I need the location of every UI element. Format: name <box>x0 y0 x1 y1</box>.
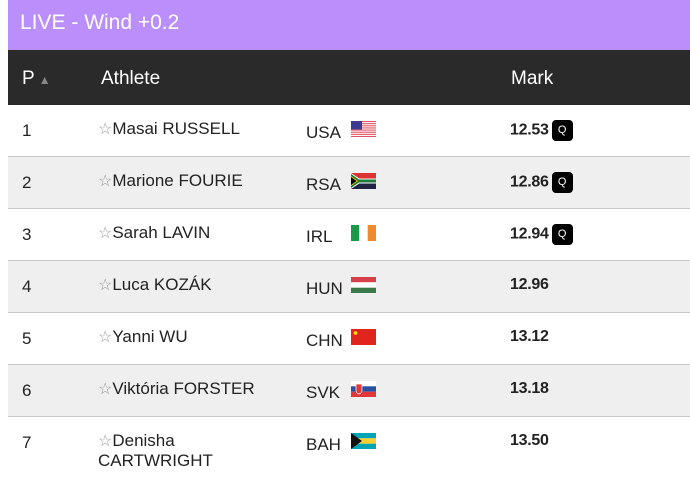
star-favorite-icon[interactable]: ☆ <box>98 381 113 398</box>
mark-value: 12.86 <box>510 173 549 191</box>
mark-value: 13.50 <box>510 432 549 449</box>
athlete-name-link[interactable]: Marione FOURIE <box>112 171 243 190</box>
position: 5 <box>22 329 32 348</box>
live-wind-banner: LIVE - Wind +0.2 <box>8 0 690 50</box>
bah-flag-icon <box>351 433 376 449</box>
athlete-name-link[interactable]: Yanni WU <box>112 327 188 346</box>
athlete-cell: ☆Yanni WU <box>98 327 288 347</box>
mark-cell: 12.86 Q <box>510 172 573 193</box>
table-row[interactable]: 4 ☆Luca KOZÁK HUN 12.96 <box>8 261 690 313</box>
position: 4 <box>22 277 32 296</box>
position: 1 <box>22 121 32 140</box>
mark-cell: 12.94 Q <box>510 224 573 245</box>
position: 7 <box>22 433 32 452</box>
position-header-label: P <box>22 68 35 89</box>
table-row[interactable]: 1 ☆Masai RUSSELL USA 12.53 Q <box>8 105 690 157</box>
country-code: SVK <box>306 383 341 402</box>
mark-cell: 13.12 <box>510 328 549 346</box>
qualified-badge: Q <box>551 172 573 193</box>
mark-value: 12.94 <box>510 225 549 243</box>
country-code: USA <box>306 123 341 142</box>
qualified-badge: Q <box>551 120 573 141</box>
table-row[interactable]: 5 ☆Yanni WU CHN 13.12 <box>8 313 690 365</box>
star-favorite-icon[interactable]: ☆ <box>98 225 113 242</box>
table-row[interactable]: 7 ☆Denisha CARTWRIGHT BAH 13.50 <box>8 417 690 479</box>
usa-flag-icon <box>351 121 376 138</box>
table-header: P ▲ Athlete Mark <box>8 50 690 105</box>
athlete-header: Athlete <box>101 68 161 89</box>
mark-cell: 12.96 <box>510 276 549 294</box>
results-table: LIVE - Wind +0.2 P ▲ Athlete Mark 1 ☆Masa… <box>8 0 690 479</box>
country-code: CHN <box>306 331 343 350</box>
mark-value: 13.18 <box>510 380 549 397</box>
athlete-cell: ☆Luca KOZÁK <box>98 275 288 295</box>
mark-cell: 13.50 <box>510 432 549 450</box>
athlete-cell: ☆Masai RUSSELL <box>98 119 288 139</box>
mark-cell: 12.53 Q <box>510 120 573 141</box>
country-code: RSA <box>306 175 341 194</box>
table-row[interactable]: 6 ☆Viktória FORSTER SVK 13.18 <box>8 365 690 417</box>
chn-flag-icon <box>351 329 376 345</box>
position: 2 <box>22 173 32 192</box>
qualified-badge: Q <box>551 224 573 245</box>
athlete-cell: ☆Denisha CARTWRIGHT <box>98 431 288 470</box>
athlete-name-link[interactable]: Masai RUSSELL <box>112 119 240 138</box>
position: 3 <box>22 225 32 244</box>
mark-header: Mark <box>511 68 554 89</box>
irl-flag-icon <box>351 225 376 241</box>
athlete-name-link[interactable]: Denisha CARTWRIGHT <box>98 431 213 470</box>
star-favorite-icon[interactable]: ☆ <box>98 173 113 190</box>
position: 6 <box>22 381 32 400</box>
country-code: HUN <box>306 279 343 298</box>
country-code: IRL <box>306 227 333 246</box>
table-row[interactable]: 3 ☆Sarah LAVIN IRL 12.94 Q <box>8 209 690 261</box>
star-favorite-icon[interactable]: ☆ <box>98 121 113 138</box>
rsa-flag-icon <box>351 173 376 189</box>
star-favorite-icon[interactable]: ☆ <box>98 433 113 450</box>
athlete-name-link[interactable]: Viktória FORSTER <box>112 379 255 398</box>
athlete-cell: ☆Viktória FORSTER <box>98 379 288 399</box>
country-code: BAH <box>306 435 341 454</box>
athlete-cell: ☆Sarah LAVIN <box>98 223 288 243</box>
star-favorite-icon[interactable]: ☆ <box>98 277 113 294</box>
mark-value: 13.12 <box>510 328 549 345</box>
athlete-name-link[interactable]: Luca KOZÁK <box>112 275 212 294</box>
athlete-name-link[interactable]: Sarah LAVIN <box>112 223 211 242</box>
sort-position-header[interactable]: P ▲ <box>22 68 51 90</box>
hun-flag-icon <box>351 277 376 293</box>
sort-ascending-icon: ▲ <box>38 73 51 87</box>
mark-cell: 13.18 <box>510 380 549 398</box>
star-favorite-icon[interactable]: ☆ <box>98 329 113 346</box>
mark-value: 12.96 <box>510 276 549 293</box>
mark-value: 12.53 <box>510 121 549 139</box>
svk-flag-icon <box>351 381 376 397</box>
table-row[interactable]: 2 ☆Marione FOURIE RSA 12.86 Q <box>8 157 690 209</box>
athlete-cell: ☆Marione FOURIE <box>98 171 288 191</box>
